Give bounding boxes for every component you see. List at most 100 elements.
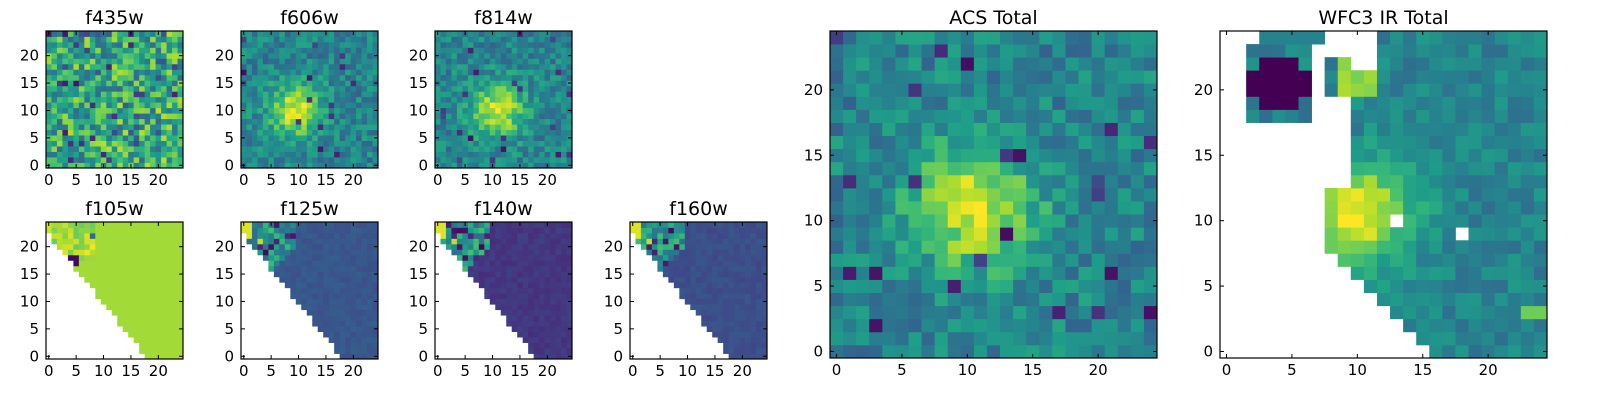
heatmap-cell [317,162,324,169]
heatmap-cell [1013,109,1027,123]
heatmap-cell [1533,279,1548,293]
heatmap-cell [1390,266,1404,280]
heatmap-cell [445,146,452,152]
heatmap-cell [712,293,719,300]
heatmap-cell [544,315,551,322]
heatmap-cell [345,276,351,283]
heatmap-cell [566,91,573,98]
heatmap-cell [84,91,91,98]
heatmap-cell [361,118,368,125]
heatmap-cell [246,96,253,103]
heatmap-cell [122,129,129,136]
heatmap-cell [1337,201,1352,215]
heatmap-cell [522,271,529,278]
heatmap-cell [166,74,173,81]
heatmap-cell [345,157,351,163]
heatmap-cell [522,36,529,43]
heatmap-cell [756,287,762,294]
heatmap-cell [908,253,922,267]
heatmap-cell [290,243,297,250]
heatmap-cell [895,279,909,293]
heatmap-cell [367,293,373,300]
heatmap-cell [684,298,691,305]
heatmap-cell [257,69,264,76]
heatmap-cell [345,265,351,272]
heatmap-cell [122,276,129,283]
heatmap-cell [367,331,373,338]
heatmap-cell [361,102,368,109]
heatmap-cell [895,57,909,71]
heatmap-cell [323,157,330,163]
heatmap-cell [306,304,313,311]
heatmap-cell [869,279,883,293]
heatmap-cell [1507,174,1522,189]
heatmap-cell [89,162,96,169]
heatmap-cell [1104,227,1119,241]
heatmap-cell [1039,148,1053,163]
heatmap-cell [117,157,124,163]
heatmap-cell [257,135,264,141]
heatmap-cell [144,52,151,59]
heatmap-cell [161,113,167,120]
heatmap-cell [728,337,735,343]
heatmap-cell [1285,109,1299,123]
heatmap-cell [843,344,857,359]
heatmap-cell [128,113,135,120]
heatmap-cell [1285,57,1299,71]
heatmap-cell [133,265,140,272]
heatmap-cell [117,238,124,245]
heatmap-cell [1117,214,1132,228]
heatmap-cell [139,107,146,114]
heatmap-cell [528,271,535,278]
heatmap-cell [133,63,140,70]
heatmap-cell [67,52,74,59]
heatmap-cell [1442,44,1456,58]
heatmap-cell [495,146,502,152]
heatmap-cell [361,282,368,289]
heatmap-cell [84,52,91,59]
heatmap-cell [345,309,351,316]
heatmap-cell [1403,83,1417,97]
heatmap-cell [484,96,491,103]
heatmap-cell [684,293,691,300]
heatmap-cell [566,222,573,228]
heatmap-cell [1481,201,1496,215]
heatmap-cell [1363,253,1378,267]
heatmap-cell [555,151,562,158]
heatmap-cell [122,107,129,114]
heatmap-cell [306,271,313,278]
x-tick-label: 15 [121,171,140,189]
heatmap-cell [257,63,264,70]
heatmap-cell [262,80,269,87]
heatmap-cell [150,353,156,360]
heatmap-cell [246,146,253,152]
heatmap-cell [856,70,870,84]
heatmap-cell [1052,174,1066,189]
heatmap-cell [528,243,535,250]
heatmap-cell [1481,96,1496,110]
heatmap-cell [345,342,351,349]
heatmap-cell [367,162,373,169]
heatmap-cell [306,80,313,87]
heatmap-cell [46,69,52,76]
heatmap-cell [166,287,173,294]
heatmap-cell [301,287,308,294]
heatmap-cell [484,124,491,131]
heatmap-cell [739,271,746,278]
heatmap-cell [528,326,535,332]
heatmap-cell [361,36,368,43]
heatmap-cell [473,102,480,109]
heatmap-cell [517,227,524,234]
heatmap-cell [67,227,74,234]
heatmap-cell [440,63,447,70]
heatmap-cell [440,85,447,92]
heatmap-cell [706,232,713,239]
heatmap-cell [673,227,680,234]
heatmap-cell [440,58,447,65]
heatmap-cell [73,135,80,141]
heatmap-cell [555,80,562,87]
heatmap-cell [679,260,686,267]
heatmap-cell [550,326,556,332]
x-tick-label: 10 [289,171,308,189]
heatmap-cell [367,348,373,354]
